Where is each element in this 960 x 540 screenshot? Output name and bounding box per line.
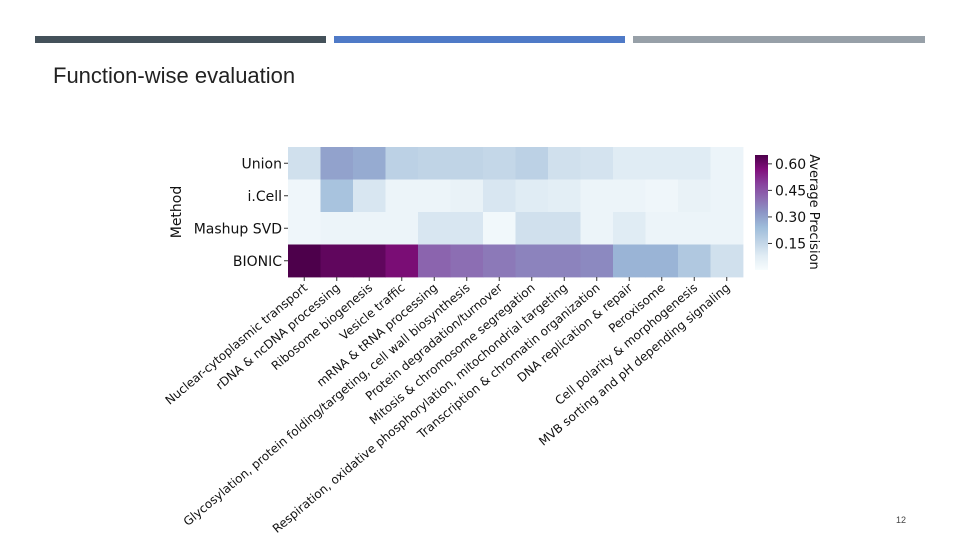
heatmap-cell xyxy=(580,212,614,245)
heatmap-cell xyxy=(710,179,744,213)
heatmap-cell xyxy=(515,179,549,213)
heatmap-cell xyxy=(645,179,679,213)
heatmap-cell xyxy=(483,179,516,213)
heatmap-cell xyxy=(548,244,581,278)
heatmap-cell xyxy=(385,244,419,278)
heatmap-cell xyxy=(385,212,419,245)
colorbar-label: Average Precision xyxy=(806,154,821,270)
heatmap-cell xyxy=(613,147,646,180)
heatmap-cell xyxy=(288,179,321,213)
heatmap-cell xyxy=(418,212,451,245)
heatmap-cell xyxy=(678,179,711,213)
heatmap-cell xyxy=(645,244,679,278)
heatmap-cell xyxy=(580,147,614,180)
heatmap-cell xyxy=(515,212,549,245)
heatmap-cell xyxy=(450,147,484,180)
heatmap-cell xyxy=(678,147,711,180)
heatmap-cell xyxy=(418,179,451,213)
heatmap-cell xyxy=(548,212,581,245)
column-label: Nuclear-cytoplasmic transport xyxy=(163,280,311,407)
heatmap-cell xyxy=(613,212,646,245)
heatmap-cell xyxy=(515,244,549,278)
heatmap-cell xyxy=(678,212,711,245)
heatmap-cell xyxy=(645,212,679,245)
colorbar-tick-label: 0.45 xyxy=(775,183,806,199)
heatmap-cell xyxy=(320,244,354,278)
heatmap-cell xyxy=(548,179,581,213)
heatmap-cell xyxy=(678,244,711,278)
accent-bar-blue xyxy=(334,36,625,43)
heatmap-cell xyxy=(710,147,744,180)
heatmap-cell xyxy=(613,179,646,213)
heatmap-cell xyxy=(385,179,419,213)
heatmap-cell xyxy=(418,147,451,180)
heatmap-cell xyxy=(320,147,354,180)
y-axis-label: Method xyxy=(169,186,185,239)
heatmap-cell xyxy=(580,244,614,278)
row-label: Mashup SVD xyxy=(194,221,282,237)
heatmap-cell xyxy=(450,179,484,213)
heatmap-cell xyxy=(548,147,581,180)
heatmap-cell xyxy=(483,147,516,180)
heatmap-cell xyxy=(418,244,451,278)
colorbar-tick-label: 0.60 xyxy=(775,157,806,173)
heatmap-cell xyxy=(353,212,386,245)
heatmap-cell xyxy=(320,179,354,213)
accent-bar-dark xyxy=(35,36,326,43)
colorbar-tick-label: 0.15 xyxy=(775,236,806,252)
colorbar xyxy=(755,155,768,270)
heatmap-cell xyxy=(645,147,679,180)
heatmap-cell xyxy=(385,147,419,180)
heatmap-cell xyxy=(288,212,321,245)
heatmap-cell xyxy=(288,244,321,278)
heatmap-cell xyxy=(353,244,386,278)
row-label: BIONIC xyxy=(233,254,282,270)
heatmap-cell xyxy=(353,179,386,213)
heatmap-cell xyxy=(288,147,321,180)
accent-bar-gray xyxy=(633,36,925,43)
row-label: Union xyxy=(242,156,282,172)
heatmap-cell xyxy=(450,244,484,278)
heatmap-cell xyxy=(613,244,646,278)
heatmap-cell xyxy=(483,212,516,245)
heatmap-cell xyxy=(483,244,516,278)
heatmap-cell xyxy=(515,147,549,180)
page-number: 12 xyxy=(896,515,907,525)
slide-title: Function-wise evaluation xyxy=(53,63,296,88)
heatmap-cell xyxy=(580,179,614,213)
heatmap-cell xyxy=(353,147,386,180)
heatmap-cell xyxy=(320,212,354,245)
heatmap-cell xyxy=(710,244,744,278)
heatmap-cell xyxy=(710,212,744,245)
colorbar-tick-label: 0.30 xyxy=(775,210,806,226)
row-label: i.Cell xyxy=(247,189,282,205)
heatmap-cell xyxy=(450,212,484,245)
